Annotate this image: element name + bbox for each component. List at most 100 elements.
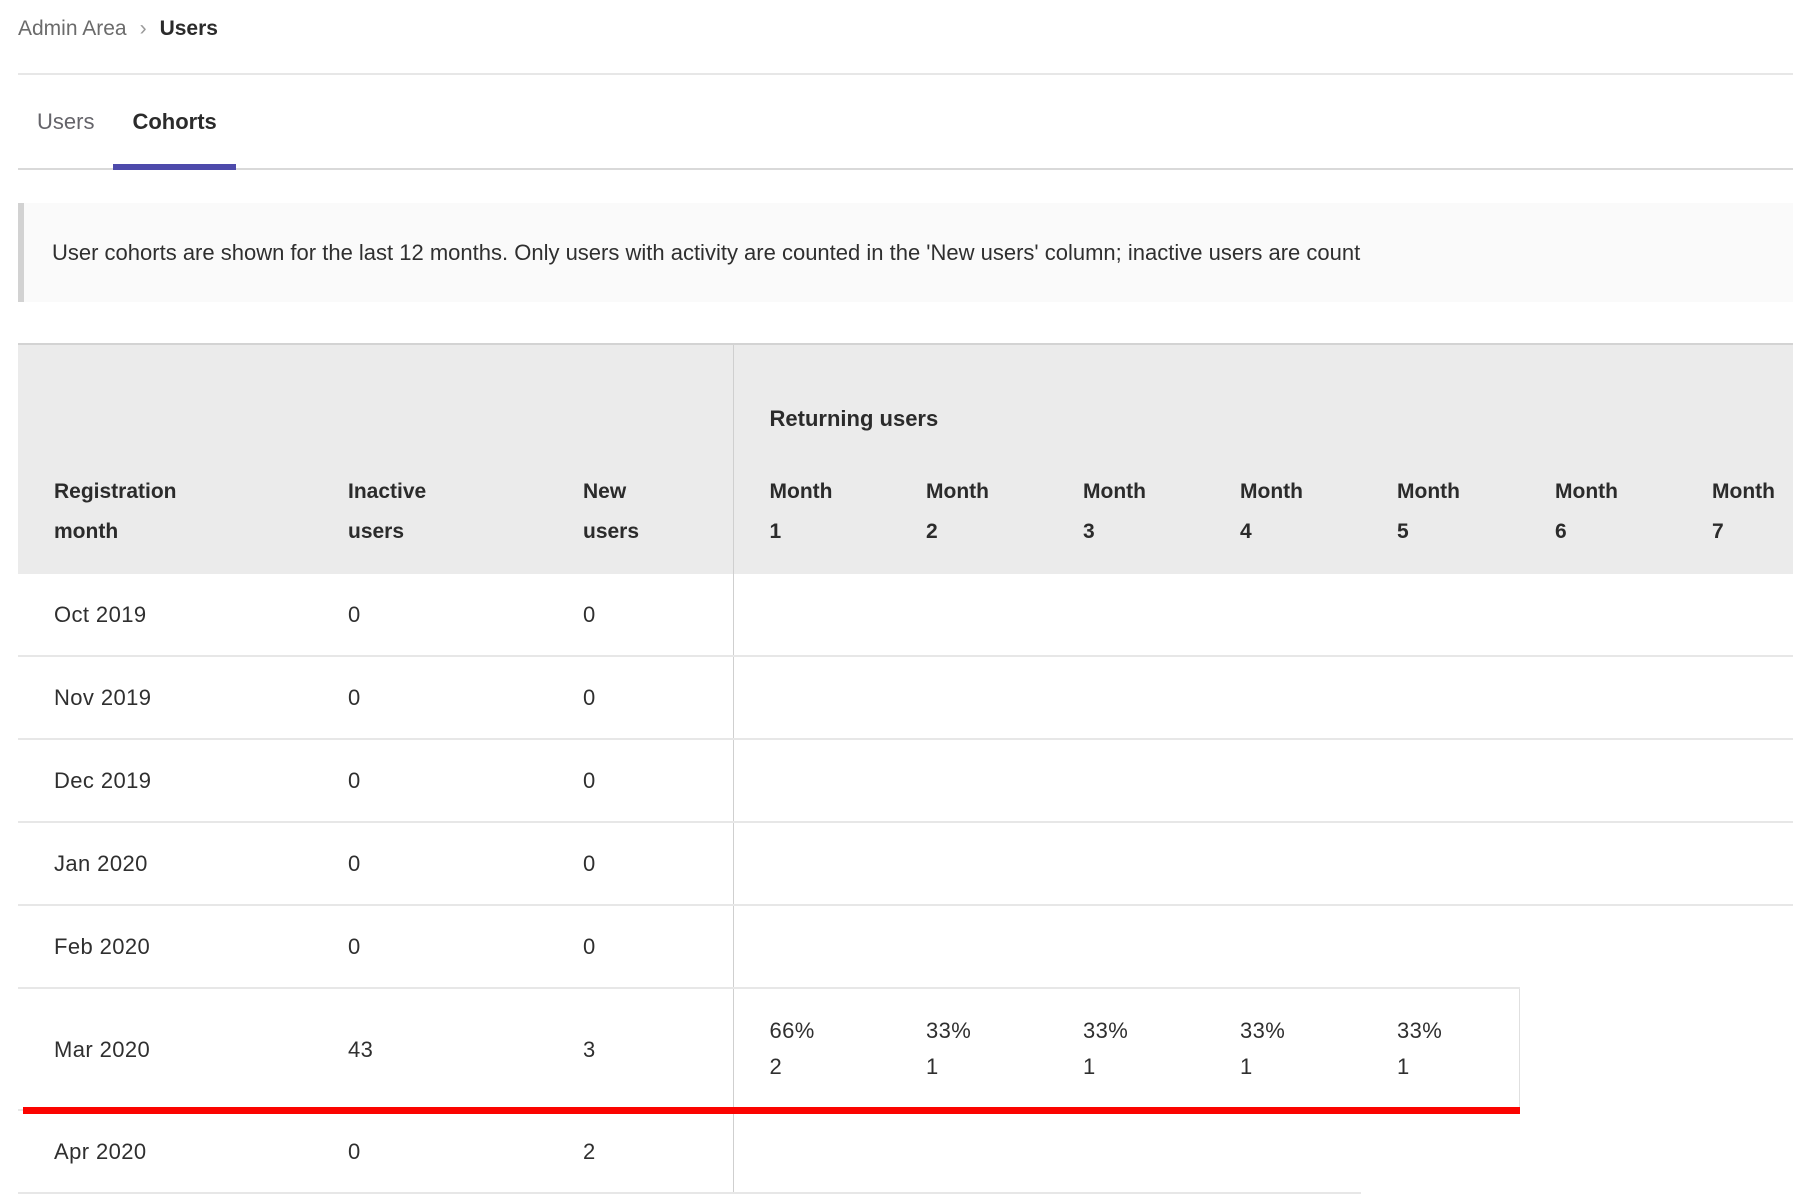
new-users-cell: 0 [547, 822, 734, 906]
column-header: New users [547, 456, 734, 574]
returning-users-cell [1204, 574, 1362, 657]
cohorts-table-wrap: Returning users Registration month Inactiv… [18, 343, 1793, 1194]
returning-users-cell [890, 656, 1048, 740]
inactive-users-cell: 0 [312, 822, 547, 906]
breadcrumb-admin-area-link[interactable]: Admin Area [18, 17, 127, 40]
table-row: Apr 2020 0 2 [18, 1110, 1793, 1194]
registration-month-cell: Nov 2019 [18, 656, 312, 740]
registration-month-cell: Feb 2020 [18, 905, 312, 989]
returning-users-cell [1361, 739, 1520, 823]
table-row: Nov 2019 0 0 [18, 656, 1793, 740]
inactive-users-cell: 0 [312, 574, 547, 657]
returning-users-cell [1676, 656, 1793, 740]
returning-users-cell [1676, 1110, 1793, 1193]
tab-bar: Users Cohorts [18, 75, 1793, 170]
column-header: Month 7 [1676, 456, 1793, 574]
returning-users-cell: 33% 1 [1361, 988, 1520, 1111]
tab-users[interactable]: Users [37, 108, 95, 134]
returning-users-cell [1676, 822, 1793, 906]
cohorts-table-body: Oct 2019 0 0 Nov 2019 0 0 Dec 2019 0 0 Jan 2020 0 0… [18, 574, 1793, 1194]
column-header: Month 1 [732, 456, 891, 574]
returning-users-cell [1361, 656, 1520, 740]
returning-users-cell [890, 739, 1048, 823]
new-users-cell: 2 [547, 1110, 734, 1194]
returning-users-cell [1519, 988, 1677, 1110]
returning-users-cell [890, 574, 1048, 657]
returning-users-cell [1676, 574, 1793, 657]
info-banner-text: User cohorts are shown for the last 12 m… [52, 239, 1361, 265]
returning-users-cell [1204, 905, 1362, 989]
inactive-users-cell: 0 [312, 1110, 547, 1194]
column-header: Month 3 [1047, 456, 1205, 574]
new-users-cell: 0 [547, 656, 734, 740]
returning-users-cell [1519, 1110, 1677, 1193]
annotation-underline [23, 1107, 1520, 1114]
column-header: Registration month [18, 456, 312, 574]
returning-users-cell [1047, 574, 1205, 657]
returning-users-cell [1361, 905, 1520, 989]
returning-users-cell [1519, 905, 1677, 988]
inactive-users-cell: 0 [312, 739, 547, 823]
returning-users-cell [1676, 905, 1793, 988]
column-header: Inactive users [312, 456, 547, 574]
new-users-cell: 0 [547, 739, 734, 823]
column-header: Month 4 [1204, 456, 1362, 574]
table-row: Oct 2019 0 0 [18, 574, 1793, 657]
column-header: Month 6 [1519, 456, 1677, 574]
registration-month-cell: Mar 2020 [18, 988, 312, 1111]
returning-users-cell [1519, 822, 1677, 906]
returning-users-cell [1361, 822, 1520, 906]
table-row: Jan 2020 0 0 [18, 822, 1793, 906]
cohorts-table: Returning users Registration month Inactiv… [18, 343, 1793, 1194]
column-header: Month 2 [890, 456, 1048, 574]
cohorts-table-head: Returning users Registration month Inactiv… [18, 344, 1793, 574]
returning-users-cell: 33% 1 [1047, 988, 1205, 1111]
returning-users-cell [1519, 574, 1677, 657]
new-users-cell: 3 [547, 988, 734, 1111]
returning-users-cell [1047, 905, 1205, 989]
table-row: Feb 2020 0 0 [18, 905, 1793, 989]
returning-users-cell [732, 656, 891, 740]
column-header-row: Registration month Inactive users New users Mo… [18, 456, 1793, 574]
returning-users-cell [1204, 656, 1362, 740]
returning-users-cell [890, 905, 1048, 989]
registration-month-cell: Dec 2019 [18, 739, 312, 823]
returning-users-group-header: Returning users [732, 344, 1793, 456]
registration-month-cell: Jan 2020 [18, 822, 312, 906]
returning-users-cell [732, 905, 891, 989]
table-row: Mar 2020 43 3 66% 2 33% 1 33% 1 33% 1 33% 1 [18, 988, 1793, 1111]
returning-users-cell [1047, 1110, 1205, 1194]
returning-users-label: Returning users [769, 406, 939, 431]
returning-users-cell [1047, 739, 1205, 823]
returning-users-cell [1519, 739, 1677, 823]
inactive-users-cell: 0 [312, 905, 547, 989]
returning-users-cell [1204, 739, 1362, 823]
table-row: Dec 2019 0 0 [18, 739, 1793, 823]
returning-users-cell: 66% 2 [732, 988, 891, 1111]
tab-cohorts[interactable]: Cohorts [113, 75, 236, 170]
returning-users-cell [1204, 822, 1362, 906]
info-banner: User cohorts are shown for the last 12 m… [18, 203, 1793, 302]
inactive-users-cell: 43 [312, 988, 547, 1111]
blank-header-cell [18, 344, 734, 456]
returning-users-cell [890, 1110, 1048, 1194]
returning-users-cell [1361, 574, 1520, 657]
tab-cohorts-label: Cohorts [132, 108, 217, 134]
returning-users-cell [1676, 739, 1793, 823]
returning-users-cell [1047, 822, 1205, 906]
breadcrumb-chevron-icon: › [139, 17, 147, 40]
active-tab-indicator [113, 164, 236, 170]
returning-users-cell [1047, 656, 1205, 740]
returning-users-cell [732, 739, 891, 823]
returning-users-cell [732, 1110, 891, 1194]
returning-users-cell [1361, 1110, 1520, 1193]
group-header-row: Returning users [18, 344, 1793, 456]
new-users-cell: 0 [547, 574, 734, 657]
inactive-users-cell: 0 [312, 656, 547, 740]
returning-users-cell [732, 822, 891, 906]
new-users-cell: 0 [547, 905, 734, 989]
returning-users-cell [1676, 988, 1793, 1110]
breadcrumb-users-link[interactable]: Users [159, 17, 218, 40]
returning-users-cell [732, 574, 891, 657]
